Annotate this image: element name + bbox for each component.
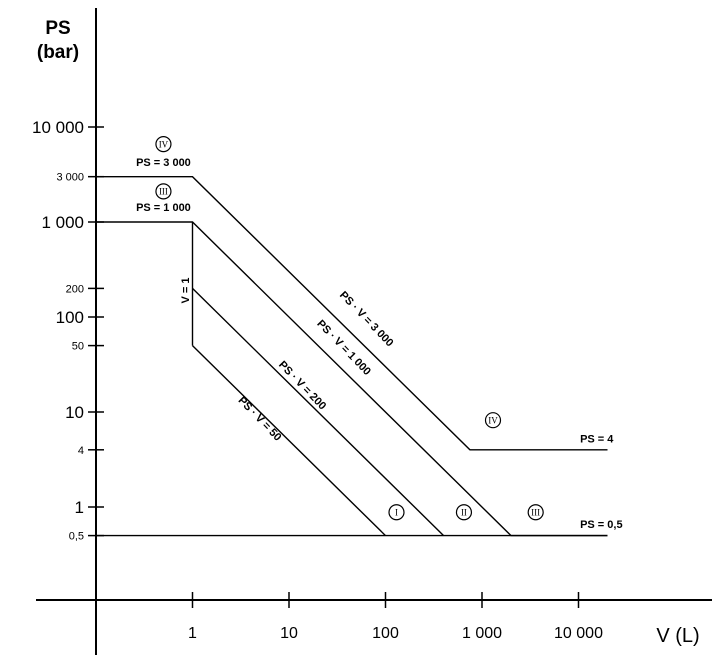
category-marker-circle — [455, 504, 473, 521]
x-tick-label: 1 — [188, 625, 197, 642]
category-marker-circle — [388, 504, 405, 521]
y-tick-label: 0,5 — [69, 531, 84, 543]
y-tick-label: 3 000 — [56, 172, 84, 184]
series-line-4 — [192, 287, 445, 537]
category-marker: IV — [155, 136, 172, 153]
category-marker: IV — [484, 412, 502, 429]
x-tick-label: 10 000 — [554, 625, 603, 642]
x-tick-label: 1 000 — [462, 625, 502, 642]
series-line-2 — [96, 221, 608, 537]
y-tick-label: 100 — [56, 308, 84, 327]
category-marker-circle — [155, 183, 172, 200]
y-tick-label: 10 000 — [32, 118, 84, 137]
category-marker-label: III — [531, 507, 540, 517]
series-line-5 — [192, 345, 386, 537]
x-tick-label: 100 — [372, 625, 399, 642]
y-axis-title-line1: PS — [45, 18, 70, 39]
category-marker: I — [388, 504, 405, 521]
y-axis-title-line2: (bar) — [37, 42, 79, 63]
category-marker-circle — [527, 504, 544, 521]
series-line-1 — [96, 175, 608, 451]
rotated-label: PS · V = 200 — [276, 359, 328, 412]
category-marker: III — [527, 504, 544, 521]
category-marker-label: II — [461, 507, 467, 517]
category-marker: III — [155, 183, 172, 200]
line-label: PS = 3 000 — [136, 157, 191, 169]
line-label: PS = 4 — [580, 433, 614, 445]
y-tick-label: 10 — [65, 403, 84, 422]
y-tick-label: 4 — [78, 445, 84, 457]
y-tick-label: 1 000 — [41, 213, 84, 232]
x-axis-title: V (L) — [656, 625, 699, 647]
rotated-label: PS · V = 1 000 — [314, 318, 373, 378]
rotated-label: PS · V = 50 — [236, 395, 284, 444]
category-marker-circle — [155, 136, 172, 153]
y-tick-label: 50 — [72, 341, 84, 353]
category-marker-circle — [484, 412, 502, 429]
x-tick-label: 10 — [280, 625, 298, 642]
line-label: PS = 1 000 — [136, 202, 191, 214]
category-marker-label: IV — [159, 139, 169, 149]
rotated-label: V = 1 — [180, 277, 192, 303]
y-tick-label: 200 — [66, 283, 84, 295]
y-tick-label: 1 — [75, 498, 84, 517]
category-marker-label: IV — [488, 415, 498, 425]
category-marker: II — [455, 504, 473, 521]
category-marker-label: I — [395, 507, 398, 517]
line-label: PS = 0,5 — [580, 519, 623, 531]
category-marker-label: III — [159, 187, 168, 197]
